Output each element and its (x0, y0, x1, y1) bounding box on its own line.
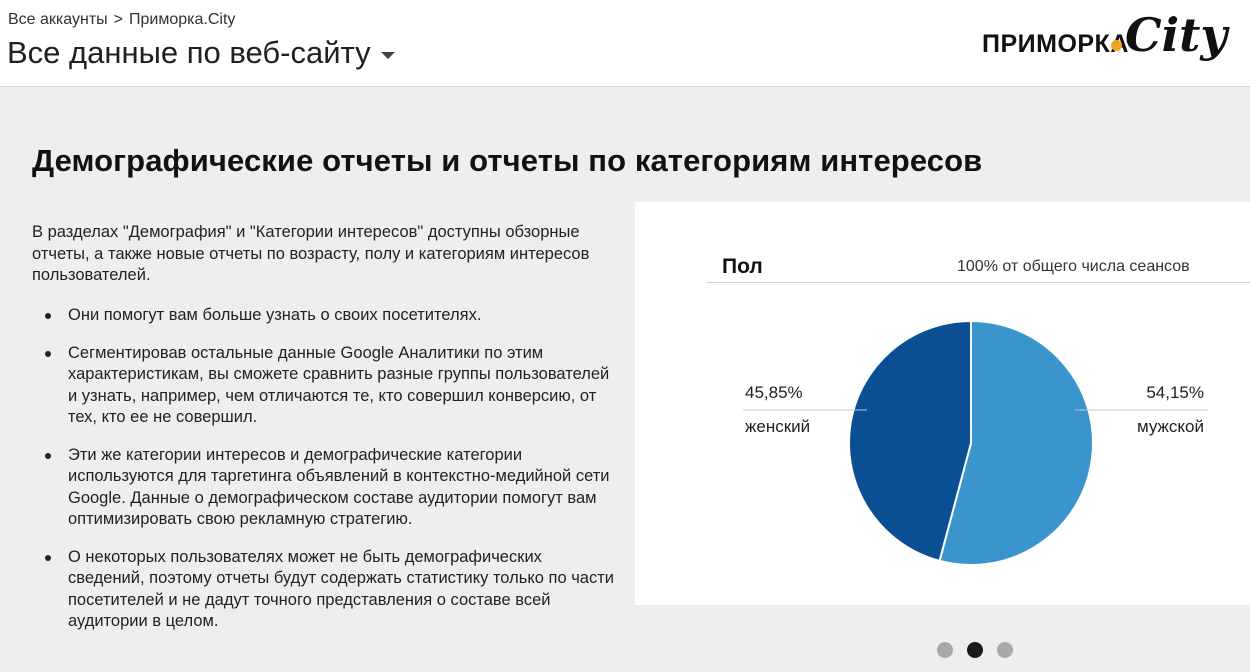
bullet-icon (45, 350, 51, 357)
gender-chart-card: Пол 100% от общего числа сеансов 45,85% … (635, 202, 1250, 605)
female-category-label: женский (745, 417, 811, 436)
gender-pie-chart (743, 319, 1208, 566)
bullet-icon (45, 452, 51, 459)
chart-subtitle: 100% от общего числа сеансов (957, 258, 1190, 275)
bullet-icon (45, 313, 51, 319)
header-bar: Все аккаунты > Приморка.City Все данные по… (0, 0, 1250, 87)
female-percent-label: 45,85% (745, 383, 803, 402)
list-item: Они помогут вам больше узнать о своих по… (32, 305, 622, 327)
caret-down-icon (380, 51, 395, 59)
bullet-icon (45, 554, 51, 561)
list-item: Эти же категории интересов и демографиче… (32, 445, 622, 531)
list-item-text: Эти же категории интересов и демографиче… (68, 445, 610, 529)
pie-slice-female[interactable] (848, 319, 972, 563)
list-item: О некоторых пользователях может не быть … (32, 547, 622, 633)
breadcrumb-root-link[interactable]: Все аккаунты (8, 11, 108, 28)
list-item-text: О некоторых пользователях может не быть … (68, 547, 615, 631)
bullet-list: Они помогут вам больше узнать о своих по… (32, 305, 622, 649)
chart-title: Пол (722, 255, 763, 278)
divider (707, 282, 1250, 283)
list-item-text: Они помогут вам больше узнать о своих по… (68, 306, 482, 324)
breadcrumb-separator: > (113, 11, 123, 28)
logo-script: City (1125, 8, 1228, 62)
list-item: Сегментировав остальные данные Google Ан… (32, 343, 622, 429)
view-title: Все данные по веб-сайту (7, 35, 371, 70)
intro-paragraph: В разделах "Демография" и "Категории инт… (32, 223, 590, 284)
male-percent-label: 54,15% (1146, 383, 1204, 402)
section-title: Демографические отчеты и отчеты по катег… (32, 143, 983, 178)
carousel-dot-2[interactable] (967, 642, 983, 658)
carousel-dot-1[interactable] (937, 642, 953, 658)
carousel-dot-3[interactable] (997, 642, 1013, 658)
breadcrumb-current-link[interactable]: Приморка.City (129, 11, 236, 28)
breadcrumb: Все аккаунты > Приморка.City (8, 11, 235, 29)
pie-slice-male[interactable] (938, 319, 1094, 566)
logo-wordmark: ПРИМОРКА (982, 30, 1129, 58)
primorka-city-logo: ПРИМОРКА City (982, 6, 1238, 86)
logo-dot-icon (1111, 40, 1122, 51)
carousel-pagination (937, 642, 1013, 658)
list-item-text: Сегментировав остальные данные Google Ан… (68, 343, 610, 427)
male-category-label: мужской (1136, 417, 1204, 436)
view-selector-dropdown[interactable]: Все данные по веб-сайту (7, 35, 395, 71)
